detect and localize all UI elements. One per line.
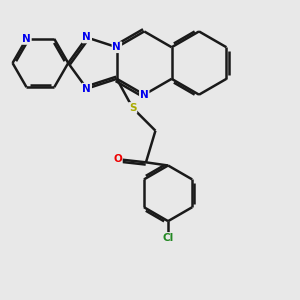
Text: N: N [112, 42, 121, 52]
Text: Cl: Cl [163, 233, 174, 243]
Text: N: N [22, 34, 31, 44]
Text: N: N [140, 90, 148, 100]
Text: N: N [82, 84, 91, 94]
Text: O: O [113, 154, 122, 164]
Text: S: S [129, 103, 136, 113]
Text: N: N [82, 32, 91, 43]
